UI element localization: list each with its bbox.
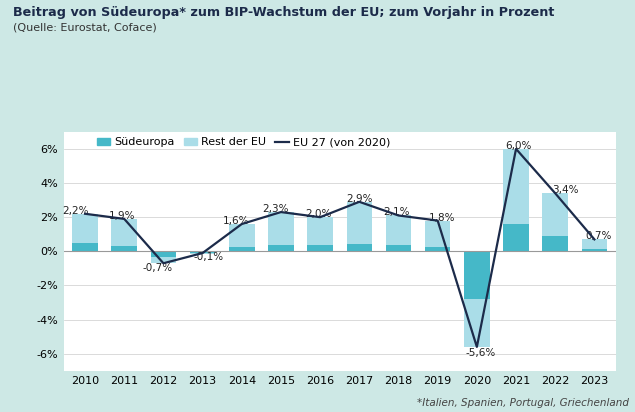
Bar xyxy=(542,193,568,236)
Text: -0,7%: -0,7% xyxy=(142,262,173,272)
Bar xyxy=(307,217,333,246)
Bar xyxy=(268,212,293,246)
Text: (Quelle: Eurostat, Coface): (Quelle: Eurostat, Coface) xyxy=(13,23,156,33)
Bar xyxy=(190,251,215,254)
Text: 2,2%: 2,2% xyxy=(62,206,88,216)
Bar xyxy=(150,257,176,263)
Text: *Italien, Spanien, Portugal, Griechenland: *Italien, Spanien, Portugal, Griechenlan… xyxy=(417,398,629,408)
Bar xyxy=(72,214,98,243)
Bar xyxy=(307,246,333,251)
Text: 2,9%: 2,9% xyxy=(346,194,373,204)
Text: -0,1%: -0,1% xyxy=(194,252,224,262)
Text: 1,8%: 1,8% xyxy=(429,213,455,222)
Bar xyxy=(504,149,529,224)
Bar xyxy=(229,247,255,251)
Bar xyxy=(425,220,450,247)
Bar xyxy=(504,224,529,251)
Text: -5,6%: -5,6% xyxy=(465,348,496,358)
Text: 0,7%: 0,7% xyxy=(585,231,612,241)
Bar xyxy=(582,239,607,249)
Bar xyxy=(268,246,293,251)
Text: Beitrag von Südeuropa* zum BIP-Wachstum der EU; zum Vorjahr in Prozent: Beitrag von Südeuropa* zum BIP-Wachstum … xyxy=(13,6,554,19)
Text: 2,3%: 2,3% xyxy=(262,204,288,214)
Legend: Südeuropa, Rest der EU, EU 27 (von 2020): Südeuropa, Rest der EU, EU 27 (von 2020) xyxy=(97,137,391,147)
Bar xyxy=(425,247,450,251)
Text: 1,6%: 1,6% xyxy=(223,216,249,226)
Bar xyxy=(464,299,490,347)
Bar xyxy=(385,215,411,246)
Bar xyxy=(582,249,607,251)
Bar xyxy=(112,246,137,251)
Bar xyxy=(229,224,255,247)
Bar xyxy=(542,236,568,251)
Text: 2,0%: 2,0% xyxy=(305,209,331,219)
Bar xyxy=(385,246,411,251)
Bar xyxy=(72,243,98,251)
Bar xyxy=(347,202,372,243)
Text: 1,9%: 1,9% xyxy=(109,211,135,221)
Text: 3,4%: 3,4% xyxy=(552,185,578,195)
Bar xyxy=(347,243,372,251)
Bar xyxy=(190,253,215,254)
Text: 2,1%: 2,1% xyxy=(384,207,410,218)
Bar xyxy=(112,219,137,246)
Bar xyxy=(464,251,490,299)
Bar xyxy=(150,251,176,257)
Text: 6,0%: 6,0% xyxy=(505,141,531,151)
